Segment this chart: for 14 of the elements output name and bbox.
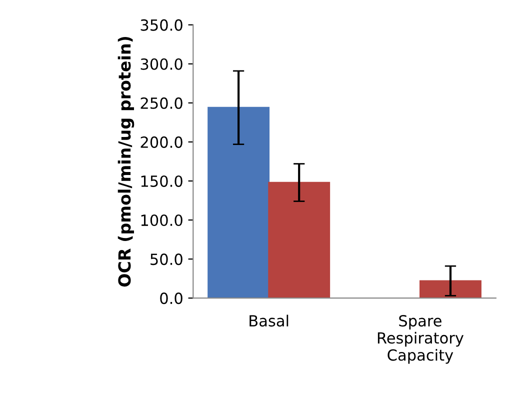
y-tick-label: 50.0 bbox=[150, 254, 182, 266]
bar bbox=[208, 106, 270, 298]
x-tick-label: Spare Respiratory Capacity bbox=[378, 315, 464, 364]
bar bbox=[420, 280, 482, 298]
bar bbox=[268, 182, 330, 298]
y-tick-label: 200.0 bbox=[140, 136, 182, 148]
y-tick-label: 300.0 bbox=[140, 58, 182, 70]
y-tick-label: 350.0 bbox=[140, 19, 182, 31]
y-axis-title: OCR (pmol/min/ug protein) bbox=[118, 36, 134, 287]
y-tick-label: 250.0 bbox=[140, 97, 182, 109]
x-tick-label: Basal bbox=[250, 314, 288, 327]
y-tick-label: 0.0 bbox=[160, 292, 182, 304]
y-tick-label: 150.0 bbox=[141, 175, 182, 187]
y-tick-label: 100.0 bbox=[141, 214, 182, 226]
